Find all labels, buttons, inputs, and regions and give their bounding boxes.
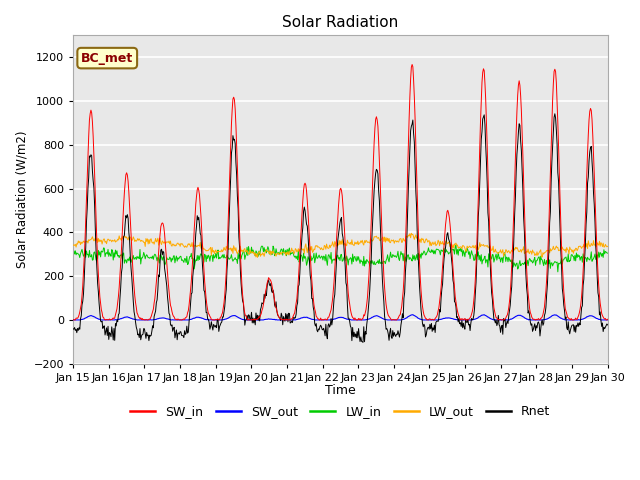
X-axis label: Time: Time [325, 384, 356, 397]
Title: Solar Radiation: Solar Radiation [282, 15, 399, 30]
Legend: SW_in, SW_out, LW_in, LW_out, Rnet: SW_in, SW_out, LW_in, LW_out, Rnet [125, 400, 556, 423]
Text: BC_met: BC_met [81, 52, 133, 65]
Y-axis label: Solar Radiation (W/m2): Solar Radiation (W/m2) [15, 131, 28, 268]
